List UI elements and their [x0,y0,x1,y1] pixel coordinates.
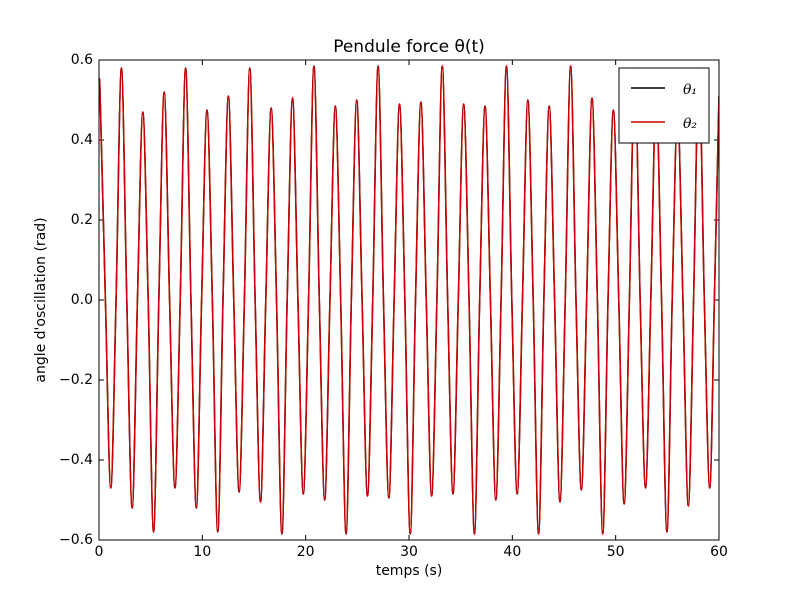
plot-frame [98,59,720,541]
x-tick-label: 0 [95,544,104,560]
y-tick-label: −0.6 [59,532,93,548]
x-tick-label: 10 [193,544,211,560]
x-tick-label: 60 [710,544,728,560]
y-tick-label: 0.2 [71,212,93,228]
x-tick-label: 50 [607,544,625,560]
y-tick-label: 0.4 [71,132,93,148]
x-axis-label: temps (s) [376,563,443,579]
y-tick-label: −0.2 [59,372,93,388]
chart-title: Pendule force θ(t) [333,37,485,57]
data-line [99,65,719,535]
legend-box [618,67,710,144]
y-tick-label: −0.4 [59,452,93,468]
y-tick-label: 0.6 [71,52,93,68]
legend-label: θ₂ [683,116,697,132]
x-tick-label: 40 [503,544,521,560]
x-tick-label: 30 [400,544,418,560]
x-tick-label: 20 [297,544,315,560]
y-tick-label: 0.0 [71,292,93,308]
y-axis-label: angle d'oscillation (rad) [33,217,49,382]
legend-label: θ₁ [683,82,697,98]
